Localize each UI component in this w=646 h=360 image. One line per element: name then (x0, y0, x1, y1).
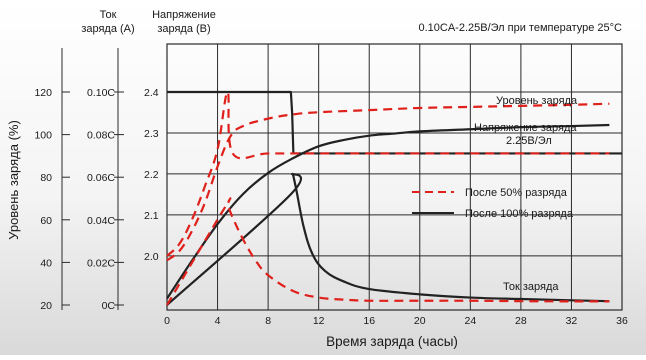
annotation-current: Ток заряда (503, 281, 559, 293)
x-tick-label-20: 20 (414, 315, 426, 327)
voltage-axis-title-line2: заряда (В) (157, 23, 210, 35)
x-axis-title: Время заряда (часы) (326, 334, 458, 349)
current-tick-label-1: 0.02C (87, 257, 115, 269)
x-tick-label-32: 32 (566, 315, 578, 327)
series-50-capacity (166, 102, 610, 262)
capacity-tick-label-80: 80 (40, 172, 52, 184)
current-tick-label-0: 0C (102, 300, 116, 312)
axes-group: 0 4 8 12 16 20 24 28 32 36 2.0 2.1 2.2 2.3 2.4 20 40 60 80… (34, 48, 628, 327)
series-50-voltage (166, 90, 610, 257)
annotation-charge-level: Уровень заряда (496, 95, 578, 107)
series-group (166, 90, 622, 306)
plot-grid (166, 43, 623, 311)
voltage-tick-label-2.4: 2.4 (144, 87, 159, 99)
voltage-tick-label-2.2: 2.2 (144, 169, 159, 181)
series-100-capacity (166, 123, 610, 300)
legend: После 50% разряда После 100% разряда (412, 187, 574, 220)
legend-label-100: После 100% разряда (465, 208, 574, 220)
capacity-axis-title: Уровень заряда (%) (6, 120, 21, 240)
annotation-voltage-line2: 2.25В/Эл (506, 135, 552, 147)
x-tick-label-0: 0 (164, 315, 170, 327)
current-axis-title-line2: заряда (A) (81, 23, 134, 35)
voltage-axis-title-line1: Напряжение (152, 9, 216, 21)
current-axis-title-line1: Ток (100, 9, 117, 21)
x-tick-label-36: 36 (616, 315, 628, 327)
capacity-tick-label-100: 100 (34, 130, 52, 142)
x-tick-label-4: 4 (215, 315, 221, 327)
voltage-tick-label-2.3: 2.3 (144, 128, 159, 140)
test-condition-label: 0.10CA-2.25В/Эл при температуре 25°C (418, 22, 622, 34)
current-tick-label-5: 0.10C (87, 87, 115, 99)
annotation-voltage-line1: Напряжение заряда (474, 122, 577, 134)
x-tick-label-8: 8 (265, 315, 271, 327)
x-tick-label-16: 16 (363, 315, 375, 327)
capacity-tick-label-120: 120 (34, 87, 52, 99)
legend-label-50: После 50% разряда (465, 187, 568, 199)
series-100-current (166, 172, 610, 306)
voltage-tick-label-2.0: 2.0 (144, 251, 159, 263)
capacity-tick-label-60: 60 (40, 215, 52, 227)
series-50-current (166, 197, 610, 306)
current-tick-label-3: 0.06C (87, 172, 115, 184)
voltage-tick-label-2.1: 2.1 (144, 210, 159, 222)
current-tick-label-2: 0.04C (87, 215, 115, 227)
capacity-tick-label-40: 40 (40, 257, 52, 269)
x-tick-label-12: 12 (313, 315, 325, 327)
current-tick-label-4: 0.08C (87, 130, 115, 142)
x-tick-label-24: 24 (464, 315, 476, 327)
x-tick-label-28: 28 (515, 315, 527, 327)
capacity-tick-label-20: 20 (40, 300, 52, 312)
plot-frame (166, 43, 623, 311)
